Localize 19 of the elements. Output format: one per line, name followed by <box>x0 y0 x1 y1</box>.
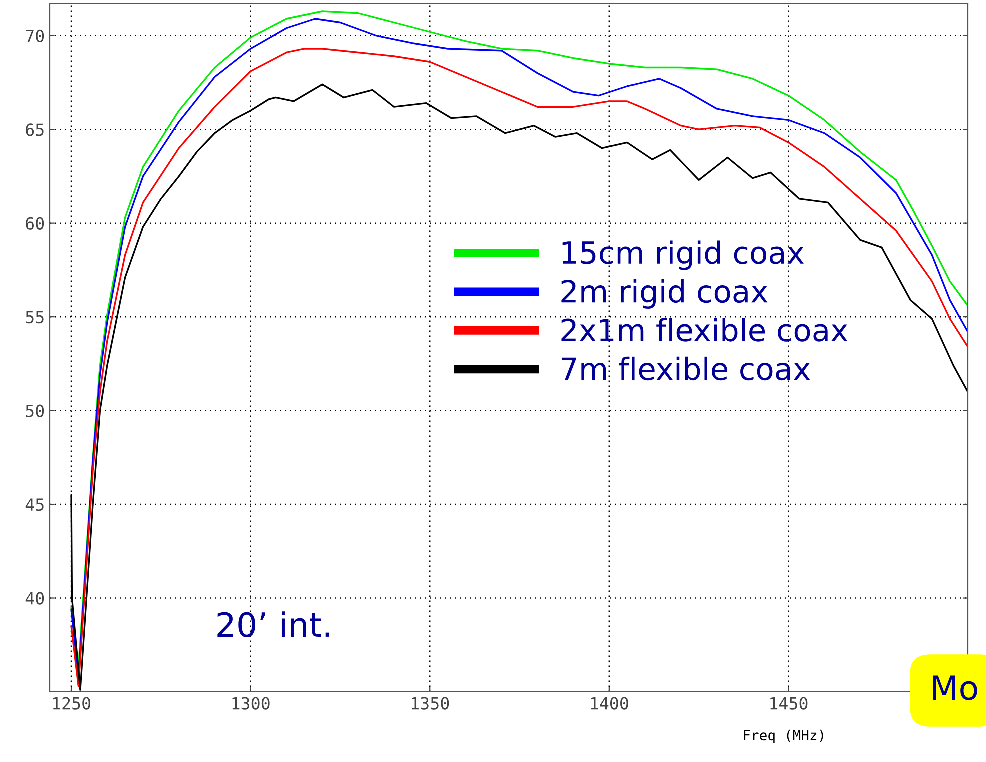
y-tick-label: 50 <box>26 404 44 418</box>
y-tick-label: 65 <box>26 124 44 136</box>
legend-label: 2m rigid coax <box>562 279 768 310</box>
x-axis-title: Freq (MHz) <box>744 730 824 744</box>
y-tick-label: 45 <box>26 498 44 512</box>
x-tick-label: 1400 <box>591 697 628 710</box>
annotation: 20’ int. <box>218 612 330 638</box>
y-tick-label: 60 <box>26 217 44 230</box>
y-tick-label: 70 <box>26 30 44 42</box>
legend-label: 2x1m flexible coax <box>562 318 848 342</box>
x-tick-label: 1350 <box>412 697 450 710</box>
annotation: Mo <box>933 676 978 700</box>
x-tick-label: 1300 <box>232 697 270 710</box>
y-tick-label: 55 <box>26 311 44 324</box>
legend-label: 7m flexible coax <box>562 356 810 381</box>
x-tick-label: 1450 <box>770 697 808 710</box>
legend-label: 15cm rigid coax <box>562 240 804 270</box>
y-tick-label: 40 <box>26 592 44 605</box>
x-tick-label: 1250 <box>53 697 91 710</box>
